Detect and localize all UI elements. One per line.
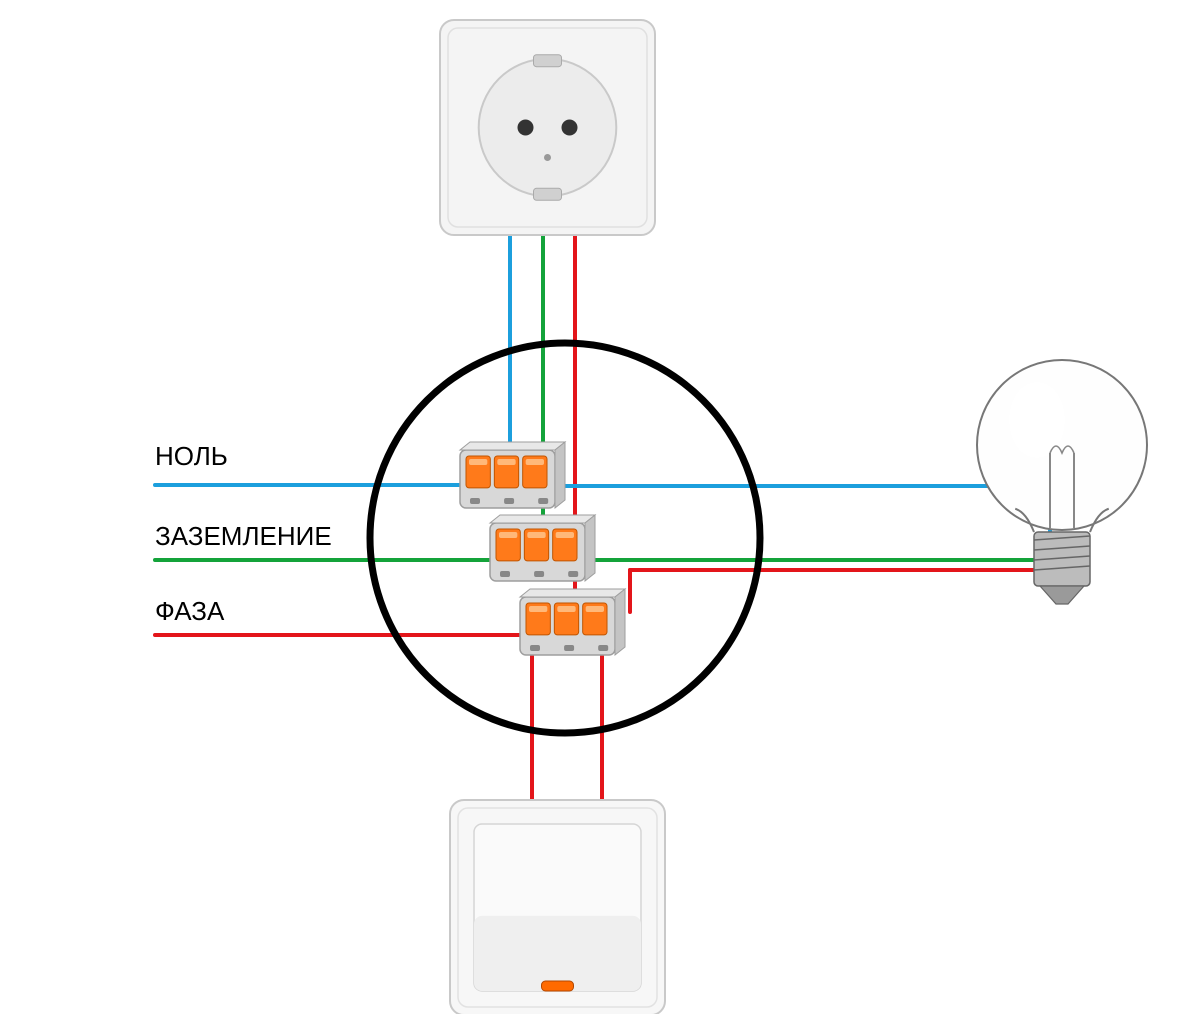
label-neutral: НОЛЬ [155,441,228,471]
label-ground: ЗАЗЕМЛЕНИЕ [155,521,332,551]
socket-outlet [440,20,655,235]
label-phase: ФАЗА [155,596,225,626]
wago-terminal-phase [520,589,625,655]
light-switch [450,800,665,1014]
wago-terminal-ground [490,515,595,581]
wago-terminal-neutral [460,442,565,508]
